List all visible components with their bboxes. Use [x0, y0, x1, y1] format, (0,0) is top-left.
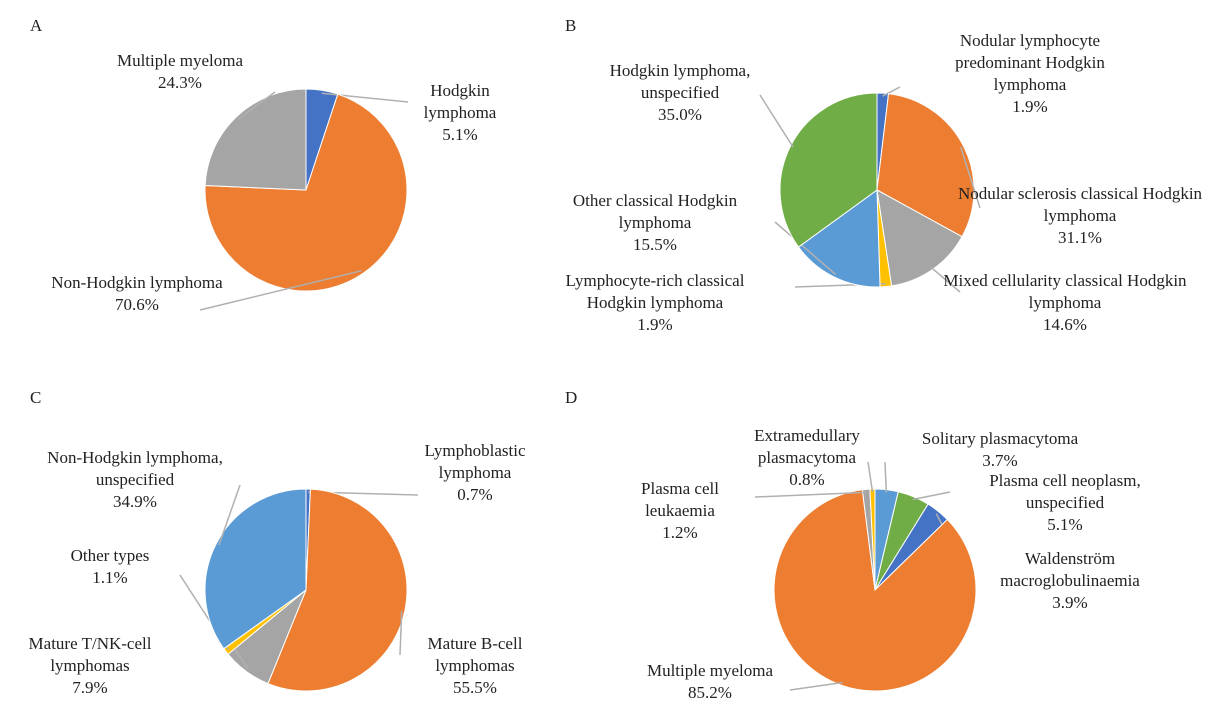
- leader-line: [754, 491, 867, 498]
- slice-value: 5.1%: [442, 125, 478, 144]
- slice-name: Extramedullary plasmacytoma: [754, 426, 860, 467]
- slice-label: Extramedullary plasmacytoma 0.8%: [742, 425, 872, 491]
- slice-value: 31.1%: [1058, 228, 1102, 247]
- pie-slice: [779, 92, 878, 248]
- slice-value: 1.2%: [662, 523, 698, 542]
- slice-value: 24.3%: [158, 73, 202, 92]
- slice-value: 15.5%: [633, 235, 677, 254]
- leader-line: [959, 146, 981, 209]
- leader-line: [759, 94, 794, 148]
- slice-value: 14.6%: [1043, 315, 1087, 334]
- slice-name: Hodgkin lymphoma: [423, 81, 497, 122]
- pie-slice: [204, 93, 408, 292]
- leader-line: [882, 86, 901, 97]
- slice-label: Hodgkin lymphoma, unspecified 35.0%: [600, 60, 760, 126]
- leader-line: [789, 681, 843, 691]
- slice-name: Mature B-cell lymphomas: [427, 634, 523, 675]
- slice-label: Nodular sclerosis classical Hodgkin lymp…: [955, 183, 1205, 249]
- slice-name: Nodular lymphocyte predominant Hodgkin l…: [955, 31, 1105, 94]
- slice-name: Plasma cell neoplasm, unspecified: [989, 471, 1141, 512]
- slice-label: Mixed cellularity classical Hodgkin lymp…: [940, 270, 1190, 336]
- panel-label: C: [30, 388, 42, 407]
- slice-name: Solitary plasmacytoma: [921, 429, 1079, 448]
- slice-name: Lymphoblastic lymphoma: [424, 441, 526, 482]
- slice-value: 1.1%: [92, 568, 128, 587]
- slice-value: 5.1%: [1047, 515, 1083, 534]
- slice-label: Lymphocyte-rich classical Hodgkin lympho…: [535, 270, 775, 336]
- slice-name: Hodgkin lymphoma, unspecified: [609, 61, 751, 102]
- slice-label: Mature T/NK-cell lymphomas 7.9%: [15, 633, 165, 699]
- pie-slice: [267, 488, 408, 692]
- slice-name: Mature T/NK-cell lymphomas: [28, 634, 152, 675]
- slice-value: 1.9%: [637, 315, 673, 334]
- pie-slice: [797, 189, 881, 288]
- slice-label: Multiple myeloma 85.2%: [610, 660, 810, 704]
- slice-label: Other classical Hodgkin lymphoma 15.5%: [545, 190, 765, 256]
- slice-name: Other classical Hodgkin lymphoma: [572, 191, 738, 232]
- leader-line: [774, 221, 837, 276]
- slice-value: 0.8%: [789, 470, 825, 489]
- panel-label: D: [565, 388, 578, 407]
- pie-slice: [204, 88, 307, 191]
- slice-name: Mixed cellularity classical Hodgkin lymp…: [943, 271, 1187, 312]
- slice-name: Non-Hodgkin lymphoma: [51, 273, 223, 292]
- panel-label: A: [30, 16, 43, 35]
- slice-value: 70.6%: [115, 295, 159, 314]
- slice-value: 85.2%: [688, 683, 732, 702]
- leader-line: [237, 91, 276, 120]
- slice-value: 1.9%: [1012, 97, 1048, 116]
- slice-name: Plasma cell leukaemia: [641, 479, 719, 520]
- leader-line: [321, 92, 409, 103]
- slice-label: Multiple myeloma 24.3%: [80, 50, 280, 94]
- leader-line: [912, 491, 951, 501]
- slice-label: Solitary plasmacytoma 3.7%: [890, 428, 1110, 472]
- slice-value: 55.5%: [453, 678, 497, 697]
- slice-name: Waldenström macroglobulinaemia: [1000, 549, 1140, 590]
- slice-label: Other types 1.1%: [50, 545, 170, 589]
- slice-name: Non-Hodgkin lymphoma, unspecified: [47, 448, 223, 489]
- pie-slice: [773, 489, 977, 692]
- slice-name: Lymphocyte-rich classical Hodgkin lympho…: [565, 271, 745, 312]
- slice-value: 34.9%: [113, 492, 157, 511]
- leader-line: [399, 610, 403, 656]
- panel-label: B: [565, 16, 577, 35]
- leader-line: [867, 461, 874, 493]
- slice-name: Multiple myeloma: [646, 661, 774, 680]
- slice-label: Non-Hodgkin lymphoma, unspecified 34.9%: [10, 447, 260, 513]
- slice-label: Lymphoblastic lymphoma 0.7%: [415, 440, 535, 506]
- slice-value: 7.9%: [72, 678, 108, 697]
- slice-label: Hodgkin lymphoma 5.1%: [405, 80, 515, 146]
- pie-slice: [204, 488, 307, 650]
- leader-line: [930, 266, 961, 293]
- slice-name: Nodular sclerosis classical Hodgkin lymp…: [957, 184, 1203, 225]
- slice-label: Non-Hodgkin lymphoma 70.6%: [12, 272, 262, 316]
- slice-label: Nodular lymphocyte predominant Hodgkin l…: [935, 30, 1125, 118]
- leader-line: [218, 484, 241, 546]
- slice-label: Plasma cell leukaemia 1.2%: [620, 478, 740, 544]
- leader-line: [884, 461, 888, 493]
- slice-value: 3.9%: [1052, 593, 1088, 612]
- slice-name: Multiple myeloma: [116, 51, 244, 70]
- pie-slice: [876, 93, 975, 238]
- slice-value: 3.7%: [982, 451, 1018, 470]
- slice-value: 35.0%: [658, 105, 702, 124]
- leader-line: [199, 269, 362, 311]
- slice-value: 0.7%: [457, 485, 493, 504]
- slice-label: Mature B-cell lymphomas 55.5%: [415, 633, 535, 699]
- slice-name: Other types: [70, 546, 150, 565]
- slice-label: Plasma cell neoplasm, unspecified 5.1%: [950, 470, 1180, 536]
- slice-label: Waldenström macroglobulinaemia 3.9%: [955, 548, 1185, 614]
